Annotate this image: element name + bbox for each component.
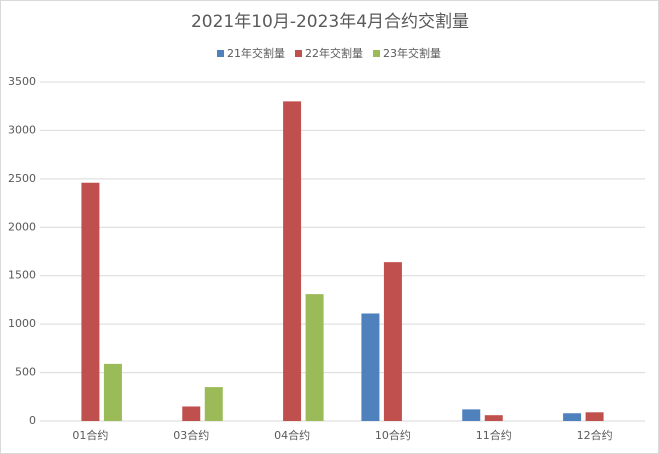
bar [204,387,223,421]
bar [383,262,402,421]
bar [283,101,302,421]
bar [484,415,503,421]
bar [305,294,324,421]
bar [462,409,481,421]
y-tick-label: 2500 [8,172,36,185]
legend-label: 23年交割量 [383,46,441,60]
x-tick-label: 04合约 [274,428,310,442]
legend-label: 22年交割量 [305,46,363,60]
legend-swatch [217,50,224,57]
x-tick-label: 01合约 [72,428,108,442]
y-tick-label: 500 [15,366,36,379]
x-tick-label: 12合约 [577,428,613,442]
bar [182,406,201,421]
legend-swatch [373,50,380,57]
bar [103,363,122,421]
y-tick-label: 2000 [8,220,36,233]
y-tick-label: 0 [29,414,36,427]
chart-title: 2021年10月-2023年4月合约交割量 [191,12,469,32]
y-tick-label: 1000 [8,317,36,330]
y-tick-label: 1500 [8,269,36,282]
y-tick-label: 3000 [8,123,36,136]
legend-swatch [295,50,302,57]
bar [585,412,604,421]
x-tick-label: 11合约 [476,428,512,442]
x-tick-label: 03合约 [173,428,209,442]
y-tick-label: 3500 [8,75,36,88]
bar [81,182,100,421]
bar [563,413,582,421]
legend-label: 21年交割量 [227,46,285,60]
bar [361,313,380,421]
x-tick-label: 10合约 [375,428,411,442]
